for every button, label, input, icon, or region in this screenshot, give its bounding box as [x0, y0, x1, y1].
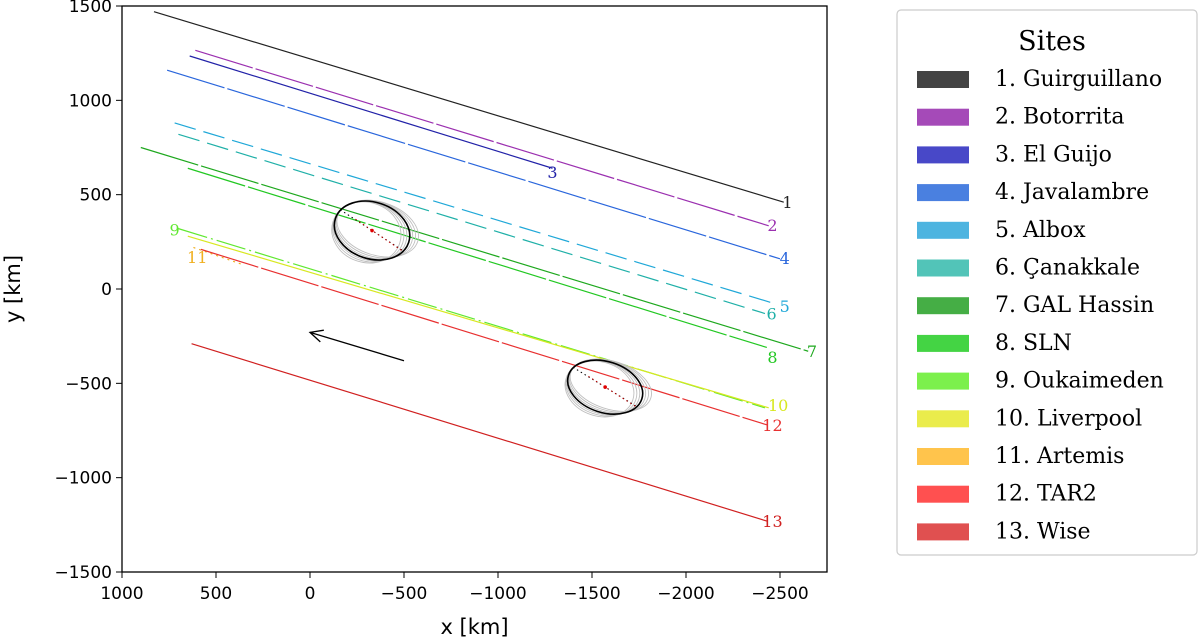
chord-label-7: 7: [807, 342, 817, 361]
profile-axis-red: [355, 218, 403, 252]
legend-entry-5: 5. Albox: [995, 218, 1086, 243]
axis-ticks: 1000 500 0 −500 −1000 −1500 −2000 −250015001000…: [54, 0, 808, 604]
chord-line-4: [166, 69, 781, 260]
y-tick-label: 1500: [69, 0, 112, 17]
legend-entry-3: 3. El Guijo: [995, 142, 1112, 167]
x-tick-label: −1000: [469, 584, 527, 604]
legend: Sites 1. Guirguillano 2. Botorrita 3. El G…: [896, 9, 1198, 556]
profile-fit-ellipse: [331, 201, 402, 264]
legend-swatch-2: [917, 108, 969, 126]
legend-entry-2: 2. Botorrita: [995, 105, 1125, 130]
legend-entry-9: 9. Oukaimeden: [995, 369, 1164, 394]
legend-entry-6: 6. Çanakkale: [995, 256, 1140, 281]
x-tick-label: 1000: [100, 584, 143, 604]
profile-axis-red: [588, 375, 636, 407]
y-tick-label: −1000: [54, 469, 112, 489]
chord-label-10: 10: [768, 396, 788, 415]
y-tick-label: −500: [65, 374, 112, 394]
legend-entry-8: 8. SLN: [995, 331, 1072, 356]
chord-line-13: [191, 343, 768, 522]
x-tick-label: −500: [381, 584, 428, 604]
chord-line-10: [187, 235, 769, 409]
legend-entry-4: 4. Javalambre: [995, 180, 1149, 205]
chord-label-8: 8: [767, 348, 777, 367]
x-tick-label: 0: [305, 584, 316, 604]
x-tick-label: −2000: [657, 584, 715, 604]
motion-arrow: [309, 331, 405, 362]
legend-entry-12: 12. TAR2: [995, 482, 1097, 507]
chord-line-1: [153, 11, 784, 203]
chord-label-4: 4: [780, 249, 790, 268]
x-tick-label: 500: [200, 584, 232, 604]
x-axis-label: x [km]: [440, 615, 508, 639]
chord-label-1: 1: [782, 193, 792, 212]
chord-label-5: 5: [780, 297, 790, 316]
profile-1: [331, 199, 419, 264]
plot-frame: [121, 5, 828, 573]
legend-entry-1: 1. Guirguillano: [995, 67, 1162, 92]
x-tick-label: −2500: [751, 584, 809, 604]
legend-box: [896, 9, 1198, 556]
legend-swatch-5: [917, 221, 969, 239]
legend-title: Sites: [1018, 26, 1086, 57]
legend-swatch-9: [917, 372, 969, 390]
profile-center: [370, 228, 374, 233]
motion-arrow-head: [308, 329, 324, 343]
chord-label-11: 11: [187, 248, 207, 267]
profile-best-ellipse: [333, 200, 411, 261]
chord-line-7: [140, 146, 809, 352]
legend-entry-7: 7. GAL Hassin: [995, 293, 1154, 318]
y-tick-label: −1500: [54, 563, 112, 583]
chord-line-2: [195, 49, 769, 227]
profile-fit-ellipse: [564, 360, 635, 418]
legend-swatch-12: [917, 485, 969, 503]
legend-entry-11: 11. Artemis: [995, 444, 1124, 469]
x-tick-label: −1500: [563, 584, 621, 604]
legend-swatch-10: [917, 410, 969, 428]
chord-label-6: 6: [766, 304, 776, 323]
chord-line-11: [193, 246, 243, 266]
profile-center: [603, 385, 607, 389]
profile-fit-ellipse: [569, 358, 652, 412]
legend-swatch-4: [917, 184, 969, 202]
legend-swatch-6: [917, 259, 969, 277]
chord-line-9: [178, 228, 766, 409]
y-tick-label: 500: [80, 186, 112, 206]
legend-swatch-3: [917, 146, 969, 164]
chord-label-3: 3: [547, 163, 557, 182]
chord-line-5: [174, 122, 777, 305]
y-axis-label: y [km]: [1, 255, 25, 323]
legend-swatch-1: [917, 71, 969, 88]
profile-best-ellipse: [566, 359, 644, 415]
legend-entry-10: 10. Liverpool: [995, 406, 1142, 431]
legend-swatch-8: [917, 334, 969, 352]
y-tick-label: 1000: [69, 91, 112, 111]
chord-label-2: 2: [767, 216, 777, 235]
chord-label-9: 9: [170, 221, 180, 240]
legend-entry-13: 13. Wise: [995, 519, 1091, 544]
chord-label-12: 12: [762, 416, 782, 435]
profile-fit-ellipse: [336, 199, 419, 258]
legend-swatch-7: [917, 297, 969, 315]
y-tick-label: 0: [101, 280, 112, 300]
chord-line-6: [178, 133, 766, 315]
legend-swatch-13: [917, 523, 969, 541]
profile-2: [564, 358, 652, 418]
chord-line-12: [200, 248, 768, 426]
profile-fit-ellipse: [565, 360, 638, 417]
legend-swatch-11: [917, 448, 969, 465]
chord-line-8: [187, 167, 768, 349]
chord-line-3: [189, 55, 553, 169]
chord-label-13: 13: [762, 512, 782, 531]
profile-fit-ellipse: [332, 201, 405, 263]
